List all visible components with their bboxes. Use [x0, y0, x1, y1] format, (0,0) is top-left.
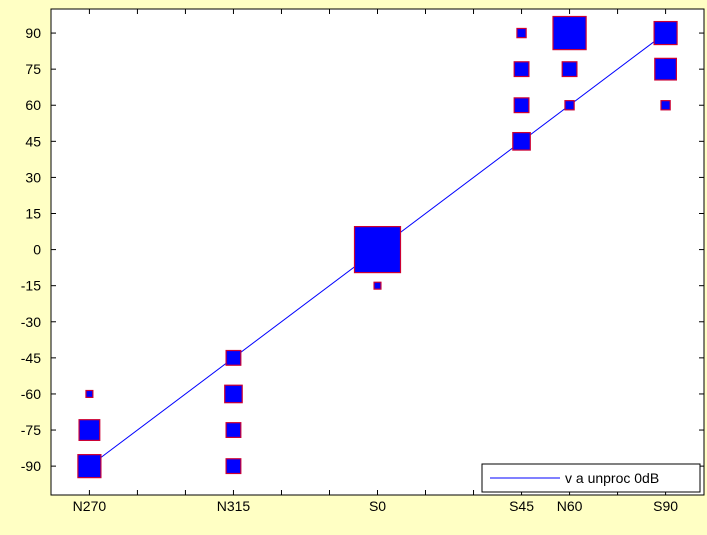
- y-tick-label: -45: [21, 350, 41, 366]
- x-tick-label: N60: [557, 498, 583, 514]
- y-tick-label: 30: [25, 169, 41, 185]
- data-point: [653, 20, 678, 46]
- data-point: [512, 131, 531, 151]
- data-point: [660, 100, 671, 111]
- data-point: [85, 389, 94, 399]
- data-point: [564, 100, 575, 111]
- data-point: [225, 458, 242, 475]
- bubble-series: [77, 15, 678, 479]
- y-tick-label: 90: [25, 25, 41, 41]
- x-tick-label: S45: [509, 498, 534, 514]
- data-point: [552, 15, 587, 51]
- data-point: [224, 384, 243, 404]
- data-point: [225, 349, 242, 366]
- data-point: [373, 281, 382, 290]
- data-point: [225, 422, 242, 438]
- data-point: [561, 61, 578, 78]
- y-tick-label: 45: [25, 133, 41, 149]
- y-tick-label: 0: [33, 242, 41, 258]
- data-point: [513, 97, 530, 114]
- y-tick-label: -75: [21, 422, 41, 438]
- data-point: [516, 27, 527, 39]
- data-point: [513, 61, 530, 78]
- y-tick-label: -30: [21, 314, 41, 330]
- data-point: [353, 225, 402, 274]
- y-axis: -90 -75 -60 -45 -30 -15 0 15 30 45 60 75 90: [21, 25, 704, 474]
- y-tick-label: 15: [25, 206, 41, 222]
- y-tick-label: -60: [21, 386, 41, 402]
- legend: v a unproc 0dB: [481, 463, 701, 493]
- x-tick-label: S90: [653, 498, 678, 514]
- x-tick-label: N315: [217, 498, 251, 514]
- data-point: [654, 57, 677, 81]
- y-tick-label: 60: [25, 97, 41, 113]
- x-axis: N270 N315 S0 S45 N60 S90: [73, 9, 678, 514]
- x-tick-label: N270: [73, 498, 107, 514]
- x-tick-label: S0: [369, 498, 386, 514]
- y-tick-label: -90: [21, 458, 41, 474]
- y-tick-label: 75: [25, 61, 41, 77]
- y-tick-label: -15: [21, 278, 41, 294]
- data-point: [77, 454, 102, 479]
- data-point: [78, 419, 101, 441]
- legend-label: v a unproc 0dB: [565, 470, 659, 486]
